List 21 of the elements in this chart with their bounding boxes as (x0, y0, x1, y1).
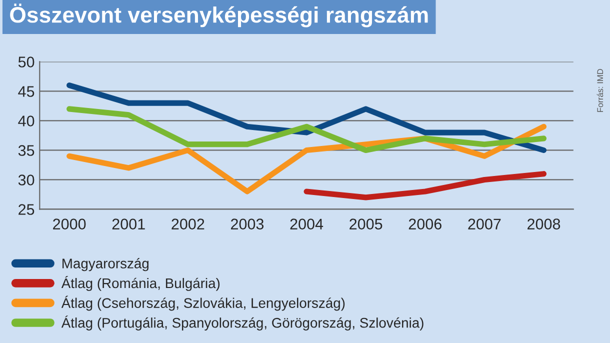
y-tick-label: 45 (18, 86, 34, 97)
y-tick-label: 40 (18, 116, 34, 126)
y-tick-label: 35 (18, 145, 34, 156)
legend-label: Magyarország (62, 258, 148, 272)
x-tick-label: 2003 (230, 218, 264, 230)
legend-label: Átlag (Portugália, Spanyolország, Görögország, Szlovénia) (61, 316, 424, 330)
x-tick-label: 2005 (350, 218, 382, 230)
x-tick-label: 2007 (468, 218, 501, 230)
x-tick-label: 2008 (528, 218, 560, 230)
x-tick-label: 2002 (172, 218, 204, 230)
x-tick-label: 2004 (290, 218, 324, 230)
x-tick-label: 2006 (408, 218, 442, 230)
y-tick-label: 30 (18, 174, 34, 186)
y-tick-label: 25 (18, 204, 34, 215)
text: Forrás: IMD (596, 68, 604, 112)
x-tick-label: 2000 (53, 218, 86, 230)
legend-label: Átlag (Csehország, Szlovákia, Lengyelország) (61, 296, 345, 311)
chart-title: Összevont versenyképességi rangszám (10, 4, 428, 28)
legend-label: Átlag (Románia, Bulgária) (61, 276, 220, 291)
y-tick-label: 50 (18, 56, 34, 68)
x-tick-label: 2001 (112, 218, 145, 230)
